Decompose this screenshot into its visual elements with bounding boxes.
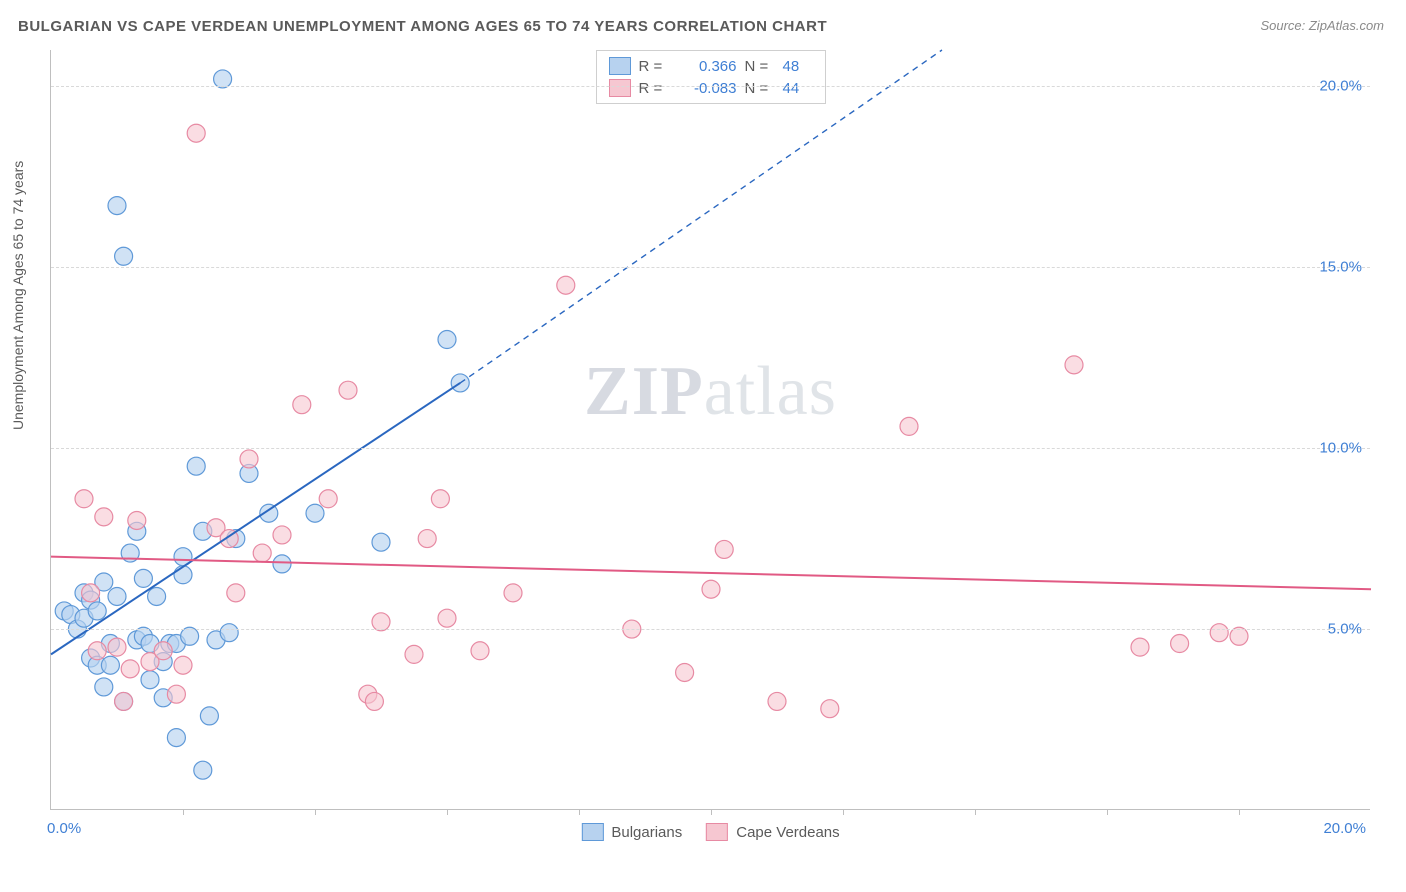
y-tick-label: 15.0% (1319, 259, 1362, 276)
data-point (306, 504, 324, 522)
data-point (194, 761, 212, 779)
data-point (405, 645, 423, 663)
series-label: Bulgarians (611, 824, 682, 841)
data-point (88, 642, 106, 660)
data-point (438, 609, 456, 627)
data-point (167, 685, 185, 703)
data-point (82, 584, 100, 602)
data-point (88, 602, 106, 620)
series-legend: Bulgarians Cape Verdeans (581, 823, 839, 841)
data-point (95, 678, 113, 696)
data-point (148, 587, 166, 605)
legend-item-capeverdeans: Cape Verdeans (706, 823, 839, 841)
data-point (431, 490, 449, 508)
series-label: Cape Verdeans (736, 824, 839, 841)
data-point (319, 490, 337, 508)
x-tick-label: 0.0% (47, 820, 81, 837)
data-point (121, 660, 139, 678)
data-point (115, 692, 133, 710)
data-point (101, 656, 119, 674)
data-point (471, 642, 489, 660)
data-point (702, 580, 720, 598)
x-tick-label: 20.0% (1323, 820, 1366, 837)
data-point (273, 526, 291, 544)
source-text: Source: ZipAtlas.com (1260, 18, 1384, 33)
data-point (821, 700, 839, 718)
data-point (1171, 635, 1189, 653)
data-point (557, 276, 575, 294)
y-axis-label: Unemployment Among Ages 65 to 74 years (10, 161, 26, 430)
data-point (115, 247, 133, 265)
chart-title: BULGARIAN VS CAPE VERDEAN UNEMPLOYMENT A… (18, 18, 827, 35)
data-point (715, 540, 733, 558)
data-point (220, 624, 238, 642)
swatch-bulgarians (581, 823, 603, 841)
data-point (438, 331, 456, 349)
data-point (339, 381, 357, 399)
data-point (293, 396, 311, 414)
data-point (1210, 624, 1228, 642)
data-point (134, 569, 152, 587)
data-point (108, 197, 126, 215)
legend-item-bulgarians: Bulgarians (581, 823, 682, 841)
data-point (174, 566, 192, 584)
y-tick-label: 10.0% (1319, 440, 1362, 457)
data-point (372, 533, 390, 551)
data-point (676, 663, 694, 681)
y-tick-label: 20.0% (1319, 78, 1362, 95)
data-point (227, 584, 245, 602)
data-point (108, 587, 126, 605)
data-point (504, 584, 522, 602)
data-point (1065, 356, 1083, 374)
data-point (141, 671, 159, 689)
data-point (95, 508, 113, 526)
data-point (200, 707, 218, 725)
data-point (240, 450, 258, 468)
data-point (154, 642, 172, 660)
data-point (900, 417, 918, 435)
regression-line-extrapolated (460, 50, 942, 383)
data-point (75, 490, 93, 508)
y-tick-label: 5.0% (1328, 621, 1362, 638)
data-point (128, 511, 146, 529)
chart-svg (51, 50, 1370, 809)
data-point (1131, 638, 1149, 656)
plot-area: ZIPatlas R = 0.366 N = 48 R = -0.083 N =… (50, 50, 1370, 810)
data-point (365, 692, 383, 710)
data-point (768, 692, 786, 710)
data-point (108, 638, 126, 656)
data-point (273, 555, 291, 573)
data-point (167, 729, 185, 747)
data-point (418, 530, 436, 548)
data-point (253, 544, 271, 562)
swatch-capeverdeans (706, 823, 728, 841)
data-point (187, 124, 205, 142)
data-point (174, 656, 192, 674)
data-point (187, 457, 205, 475)
